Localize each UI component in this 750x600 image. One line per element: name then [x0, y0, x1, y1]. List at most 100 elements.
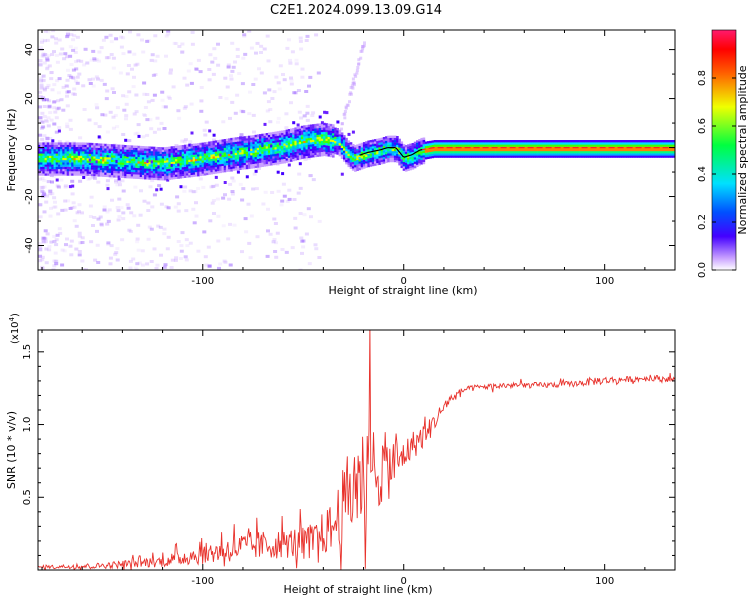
spectrogram-cell — [325, 140, 328, 144]
spectrogram-cell — [639, 155, 642, 158]
spectrogram-cell — [371, 157, 375, 160]
spectrogram-cell — [86, 147, 90, 150]
spectrogram-noise-cell — [302, 213, 307, 217]
spectrogram-cell — [672, 148, 675, 152]
spectrogram-cell — [316, 125, 320, 129]
spectrogram-cell — [444, 140, 448, 143]
spectrogram-xlabel: Height of straight line (km) — [328, 284, 477, 297]
spectrogram-cell — [217, 155, 220, 158]
spectrogram-cell — [230, 168, 233, 172]
spectrogram-noise-cell — [201, 185, 206, 189]
spectrogram-cell — [360, 162, 364, 166]
spectrogram-cell — [453, 144, 457, 147]
spectrogram-cell — [254, 139, 258, 142]
spectrogram-cell — [283, 147, 286, 151]
spectrogram-cell — [312, 155, 315, 158]
spectrogram-noise-cell — [288, 58, 292, 62]
spectrogram-cell — [389, 153, 393, 156]
spectrogram-cell — [544, 151, 547, 154]
spectrogram-cell — [245, 144, 249, 148]
spectrogram-cell — [115, 164, 118, 167]
spectrogram-cell — [60, 142, 63, 145]
spectrogram-cell — [564, 142, 567, 145]
spectrogram-cell — [201, 162, 205, 165]
spectrogram-cell — [190, 150, 194, 153]
spectrogram-cell — [320, 149, 324, 152]
spectrogram-noise-cell — [168, 71, 173, 75]
spectrogram-cell — [42, 155, 45, 158]
spectrogram-cell — [55, 166, 59, 170]
spectrogram-cell — [539, 140, 543, 143]
spectrogram-cell — [239, 139, 242, 142]
spectrogram-noise-cell — [38, 203, 42, 206]
spectrogram-cell — [84, 147, 87, 150]
spectrogram-cell — [254, 137, 258, 140]
spectrogram-cell — [451, 142, 454, 145]
spectrogram-cell — [464, 148, 468, 152]
spectrogram-cell — [46, 144, 50, 147]
spectrogram-cell — [668, 140, 671, 143]
spectrogram-cell — [150, 175, 154, 178]
spectrogram-cell — [619, 153, 622, 156]
spectrogram-cell — [170, 163, 174, 167]
spectrogram-cell — [99, 167, 103, 171]
spectrogram-cell — [469, 144, 472, 147]
spectrogram-cell — [93, 154, 96, 157]
spectrogram-cell — [349, 148, 353, 152]
spectrogram-cell — [166, 171, 169, 174]
spectrogram-cell — [621, 142, 625, 145]
spectrogram-cell — [135, 176, 138, 179]
spectrogram-noise-cell — [136, 123, 141, 127]
spectrogram-cell — [267, 154, 271, 158]
spectrogram-cell — [124, 175, 127, 179]
spectrogram-cell — [84, 153, 87, 156]
spectrogram-noise-cell — [60, 263, 65, 267]
spectrogram-cell — [471, 155, 474, 158]
spectrogram-cell — [550, 140, 554, 143]
spectrogram-noise-cell — [164, 54, 168, 58]
spectrogram-cell — [637, 144, 640, 147]
spectrogram-cell — [245, 175, 249, 179]
spectrogram-cell — [287, 159, 291, 163]
spectrogram-cell — [351, 148, 355, 151]
spectrogram-cell — [206, 150, 209, 154]
spectrogram-cell — [126, 176, 129, 179]
spectrogram-noise-cell — [182, 106, 187, 110]
spectrogram-noise-cell — [343, 110, 347, 113]
spectrogram-cell — [194, 174, 198, 177]
spectrogram-cell — [477, 142, 481, 145]
spectrogram-noise-cell — [110, 198, 114, 202]
spectrogram-cell — [648, 155, 651, 158]
spectrogram-noise-cell — [41, 52, 46, 56]
spectrogram-cell — [617, 142, 620, 145]
spectrogram-noise-cell — [266, 207, 270, 211]
spectrogram-cell — [654, 140, 658, 143]
spectrogram-cell — [378, 160, 381, 163]
spectrogram-cell — [427, 141, 430, 144]
spectrogram-cell — [356, 162, 359, 165]
spectrogram-cell — [146, 177, 149, 180]
spectrogram-cell — [110, 175, 114, 178]
spectrogram-cell — [51, 151, 54, 154]
spectrogram-noise-cell — [57, 140, 62, 144]
snr-line — [38, 330, 675, 570]
spectrogram-cell — [416, 146, 419, 150]
spectrogram-cell — [38, 157, 41, 161]
spectrogram-cell — [265, 157, 269, 160]
spectrogram-cell — [51, 153, 54, 156]
spectrogram-cell — [274, 142, 278, 145]
spectrogram-cell — [340, 152, 344, 155]
spectrogram-cell — [550, 155, 554, 158]
spectrogram-noise-cell — [40, 120, 45, 124]
spectrogram-cell — [632, 155, 636, 158]
spectrogram-cell — [199, 171, 202, 174]
spectrogram-cell — [320, 142, 324, 146]
spectrogram-cell — [506, 148, 510, 152]
spectrogram-cell — [367, 162, 370, 165]
spectrogram-cell — [206, 172, 209, 176]
spectrogram-cell — [108, 157, 112, 160]
spectrogram-cell — [296, 126, 300, 130]
spectrogram-cell — [365, 143, 368, 146]
spectrogram-cell — [316, 130, 320, 133]
spectrogram-cell — [239, 163, 242, 166]
